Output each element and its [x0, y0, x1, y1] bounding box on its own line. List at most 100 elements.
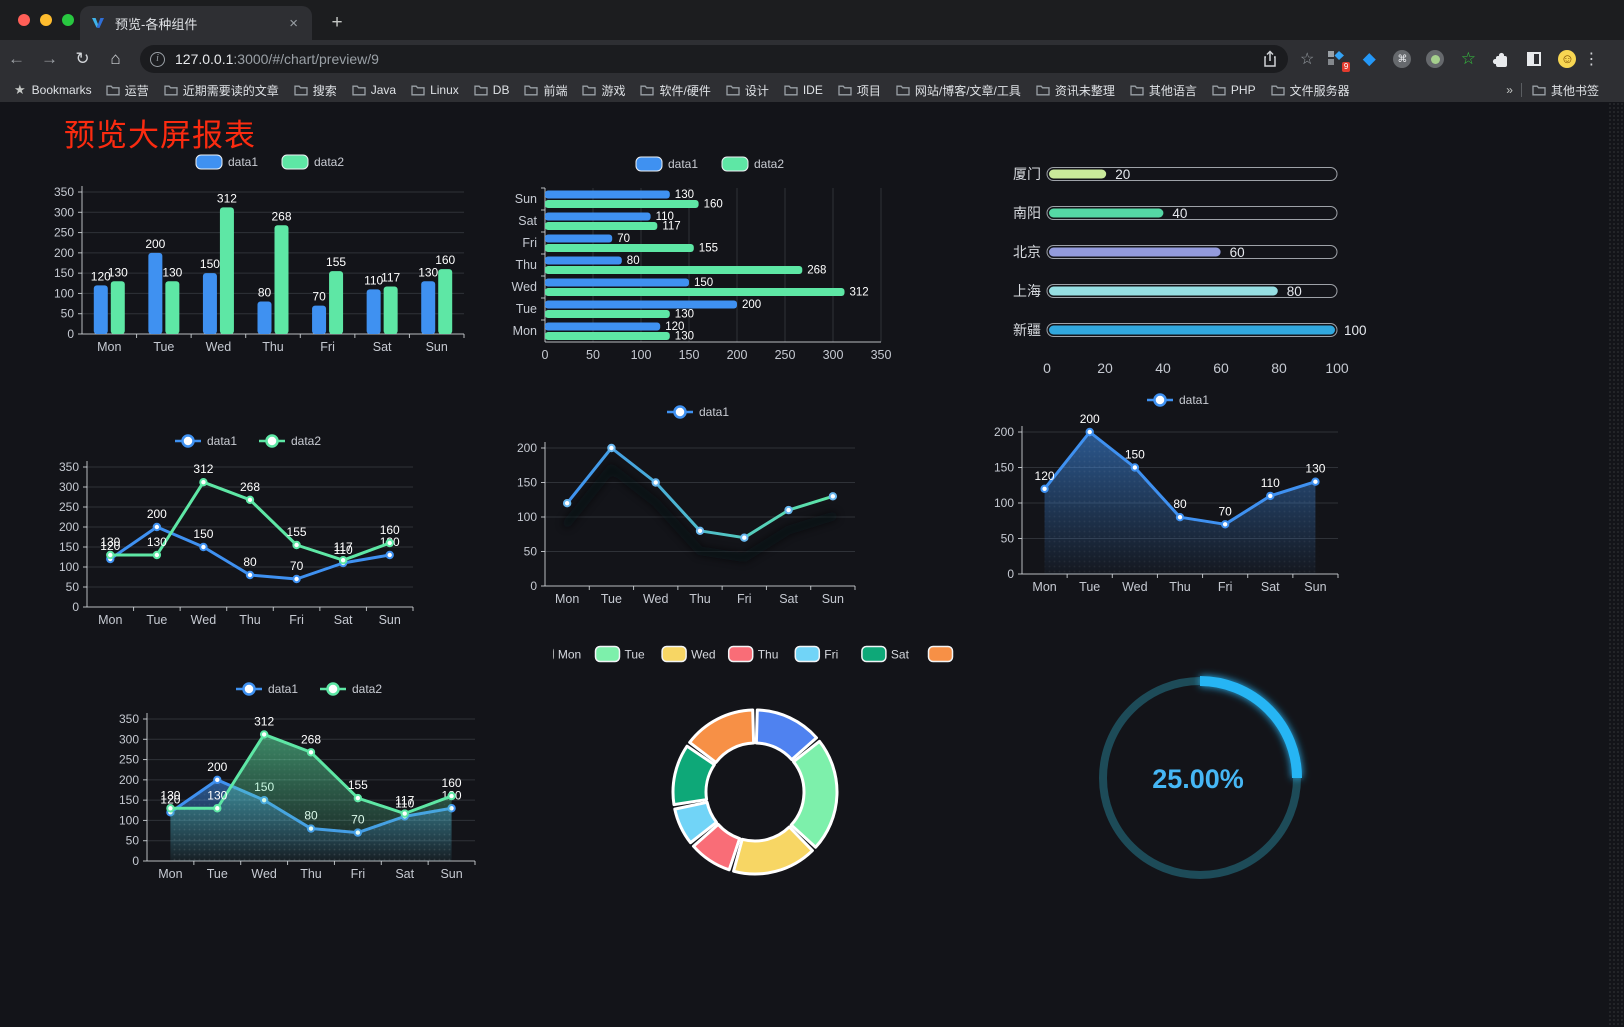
svg-text:130: 130 [675, 189, 694, 201]
svg-text:新疆: 新疆 [1013, 322, 1041, 338]
svg-text:120: 120 [91, 269, 111, 283]
legend-item: data1 [195, 154, 258, 170]
extension-green-dot-icon[interactable] [1425, 49, 1445, 69]
svg-text:100: 100 [1344, 323, 1367, 338]
extension-green-star-icon[interactable]: ☆ [1460, 49, 1476, 68]
maximize-window-button[interactable] [62, 14, 74, 26]
new-tab-button[interactable]: + [331, 12, 343, 33]
svg-text:100: 100 [631, 348, 652, 362]
extension-reader-icon[interactable] [1524, 49, 1544, 69]
extension-emoji-icon[interactable]: ☺ [1557, 49, 1577, 69]
svg-text:70: 70 [1218, 504, 1232, 518]
extension-grid-icon[interactable]: 9 [1326, 49, 1351, 72]
svg-text:Sun: Sun [426, 340, 448, 354]
bookmark-folder[interactable]: PHP [1212, 83, 1256, 97]
svg-text:20: 20 [1097, 360, 1113, 376]
bookmark-folder[interactable]: 资讯未整理 [1036, 82, 1115, 99]
donut-slice-Mon [754, 708, 819, 762]
svg-text:80: 80 [1173, 497, 1187, 511]
svg-text:268: 268 [271, 209, 291, 223]
svg-text:312: 312 [217, 191, 237, 205]
home-icon[interactable]: ⌂ [110, 49, 121, 68]
svg-text:Sun: Sun [379, 613, 401, 627]
svg-text:130: 130 [1305, 462, 1325, 476]
svg-text:Thu: Thu [239, 613, 261, 627]
other-bookmarks-folder[interactable]: 其他书签 [1532, 82, 1599, 99]
svg-text:150: 150 [694, 277, 713, 289]
bookmark-folder[interactable]: 网站/博客/文章/工具 [896, 82, 1021, 99]
svg-text:350: 350 [871, 348, 892, 362]
bookmark-folder[interactable]: 项目 [838, 82, 881, 99]
bookmark-folder[interactable]: 软件/硬件 [640, 82, 711, 99]
svg-text:110: 110 [1261, 476, 1280, 490]
bookmark-folder[interactable]: 搜索 [294, 82, 337, 99]
bookmark-folder[interactable]: 游戏 [582, 82, 625, 99]
share-icon[interactable] [1262, 50, 1278, 68]
favicon [92, 18, 104, 28]
bookmark-folder[interactable]: 运营 [106, 82, 149, 99]
svg-text:200: 200 [742, 299, 761, 311]
tab-bar: 预览-各种组件 × + [0, 0, 1624, 40]
bookmarks-overflow-icon[interactable]: » [1506, 83, 1513, 97]
browser-tab[interactable]: 预览-各种组件 × [80, 6, 312, 40]
bookmarks-star-icon[interactable]: ★ [14, 82, 26, 97]
svg-text:40: 40 [1172, 206, 1187, 221]
svg-text:0: 0 [530, 579, 537, 593]
site-info-icon[interactable]: i [150, 51, 165, 67]
close-window-button[interactable] [18, 14, 30, 26]
svg-text:20: 20 [1115, 167, 1130, 182]
svg-text:Sat: Sat [891, 648, 910, 662]
browser-menu-icon[interactable]: ⋮ [1583, 51, 1600, 68]
svg-text:Wed: Wed [191, 613, 217, 627]
svg-text:南阳: 南阳 [1013, 205, 1041, 221]
bookmark-folder[interactable]: 其他语言 [1130, 82, 1197, 99]
svg-text:50: 50 [61, 307, 75, 321]
tab-close-icon[interactable]: × [289, 14, 298, 32]
svg-text:350: 350 [59, 460, 79, 474]
bookmark-folder[interactable]: 文件服务器 [1270, 82, 1350, 99]
bookmark-star-icon[interactable]: ☆ [1300, 51, 1315, 68]
svg-text:250: 250 [775, 348, 796, 362]
svg-text:130: 130 [675, 331, 694, 343]
reload-icon[interactable]: ↻ [75, 49, 90, 68]
svg-text:0: 0 [1007, 567, 1014, 581]
extension-puzzle-icon[interactable] [1491, 49, 1511, 69]
svg-text:Thu: Thu [758, 648, 779, 662]
svg-text:130: 130 [147, 535, 167, 549]
svg-text:50: 50 [1001, 532, 1015, 546]
svg-text:350: 350 [54, 185, 74, 199]
bookmark-folder[interactable]: 近期需要读的文章 [164, 82, 279, 99]
svg-text:Thu: Thu [262, 340, 284, 354]
gauge-progress-arc [1199, 676, 1302, 779]
svg-text:70: 70 [312, 290, 326, 304]
svg-text:130: 130 [675, 309, 694, 321]
extension-command-icon[interactable]: ⌘ [1392, 49, 1412, 69]
forward-icon[interactable]: → [41, 49, 58, 68]
svg-text:80: 80 [627, 255, 640, 267]
svg-text:40: 40 [1155, 360, 1171, 376]
address-bar[interactable]: i 127.0.0.1:3000/#/chart/preview/9 [140, 45, 1288, 73]
svg-text:Tue: Tue [601, 592, 622, 606]
url-text[interactable]: 127.0.0.1:3000/#/chart/preview/9 [175, 51, 379, 67]
donut-slice-Fri [673, 800, 718, 845]
legend-item: data2 [259, 434, 321, 448]
svg-text:Mon: Mon [513, 324, 537, 338]
svg-text:Tue: Tue [207, 867, 228, 881]
extension-gem-icon[interactable]: ◆ [1362, 49, 1376, 68]
bookmark-folder[interactable]: IDE [784, 83, 823, 97]
minimize-window-button[interactable] [40, 14, 52, 26]
bookmark-folder[interactable]: Linux [411, 83, 459, 97]
svg-text:130: 130 [418, 265, 438, 279]
page-scrollbar[interactable] [1608, 102, 1624, 1027]
bookmark-folder[interactable]: Java [352, 83, 396, 97]
svg-text:300: 300 [54, 205, 74, 219]
bookmark-folder[interactable]: DB [474, 83, 509, 97]
back-icon[interactable]: ← [8, 49, 25, 68]
svg-text:data2: data2 [314, 155, 344, 169]
bookmark-folder[interactable]: 设计 [726, 82, 769, 99]
bookmark-folder[interactable]: 前端 [524, 82, 567, 99]
svg-text:150: 150 [193, 527, 213, 541]
bookmarks-label[interactable]: Bookmarks [31, 83, 92, 97]
svg-text:Wed: Wed [1122, 580, 1148, 594]
